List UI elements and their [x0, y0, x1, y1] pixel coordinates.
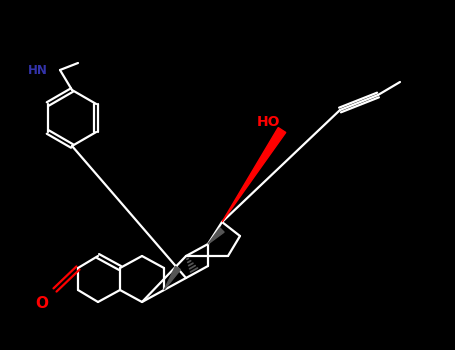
Polygon shape — [222, 127, 286, 222]
Polygon shape — [208, 228, 224, 244]
Text: O: O — [35, 296, 49, 312]
Text: HN: HN — [28, 63, 48, 77]
Text: HO: HO — [256, 115, 280, 129]
Polygon shape — [164, 266, 181, 290]
